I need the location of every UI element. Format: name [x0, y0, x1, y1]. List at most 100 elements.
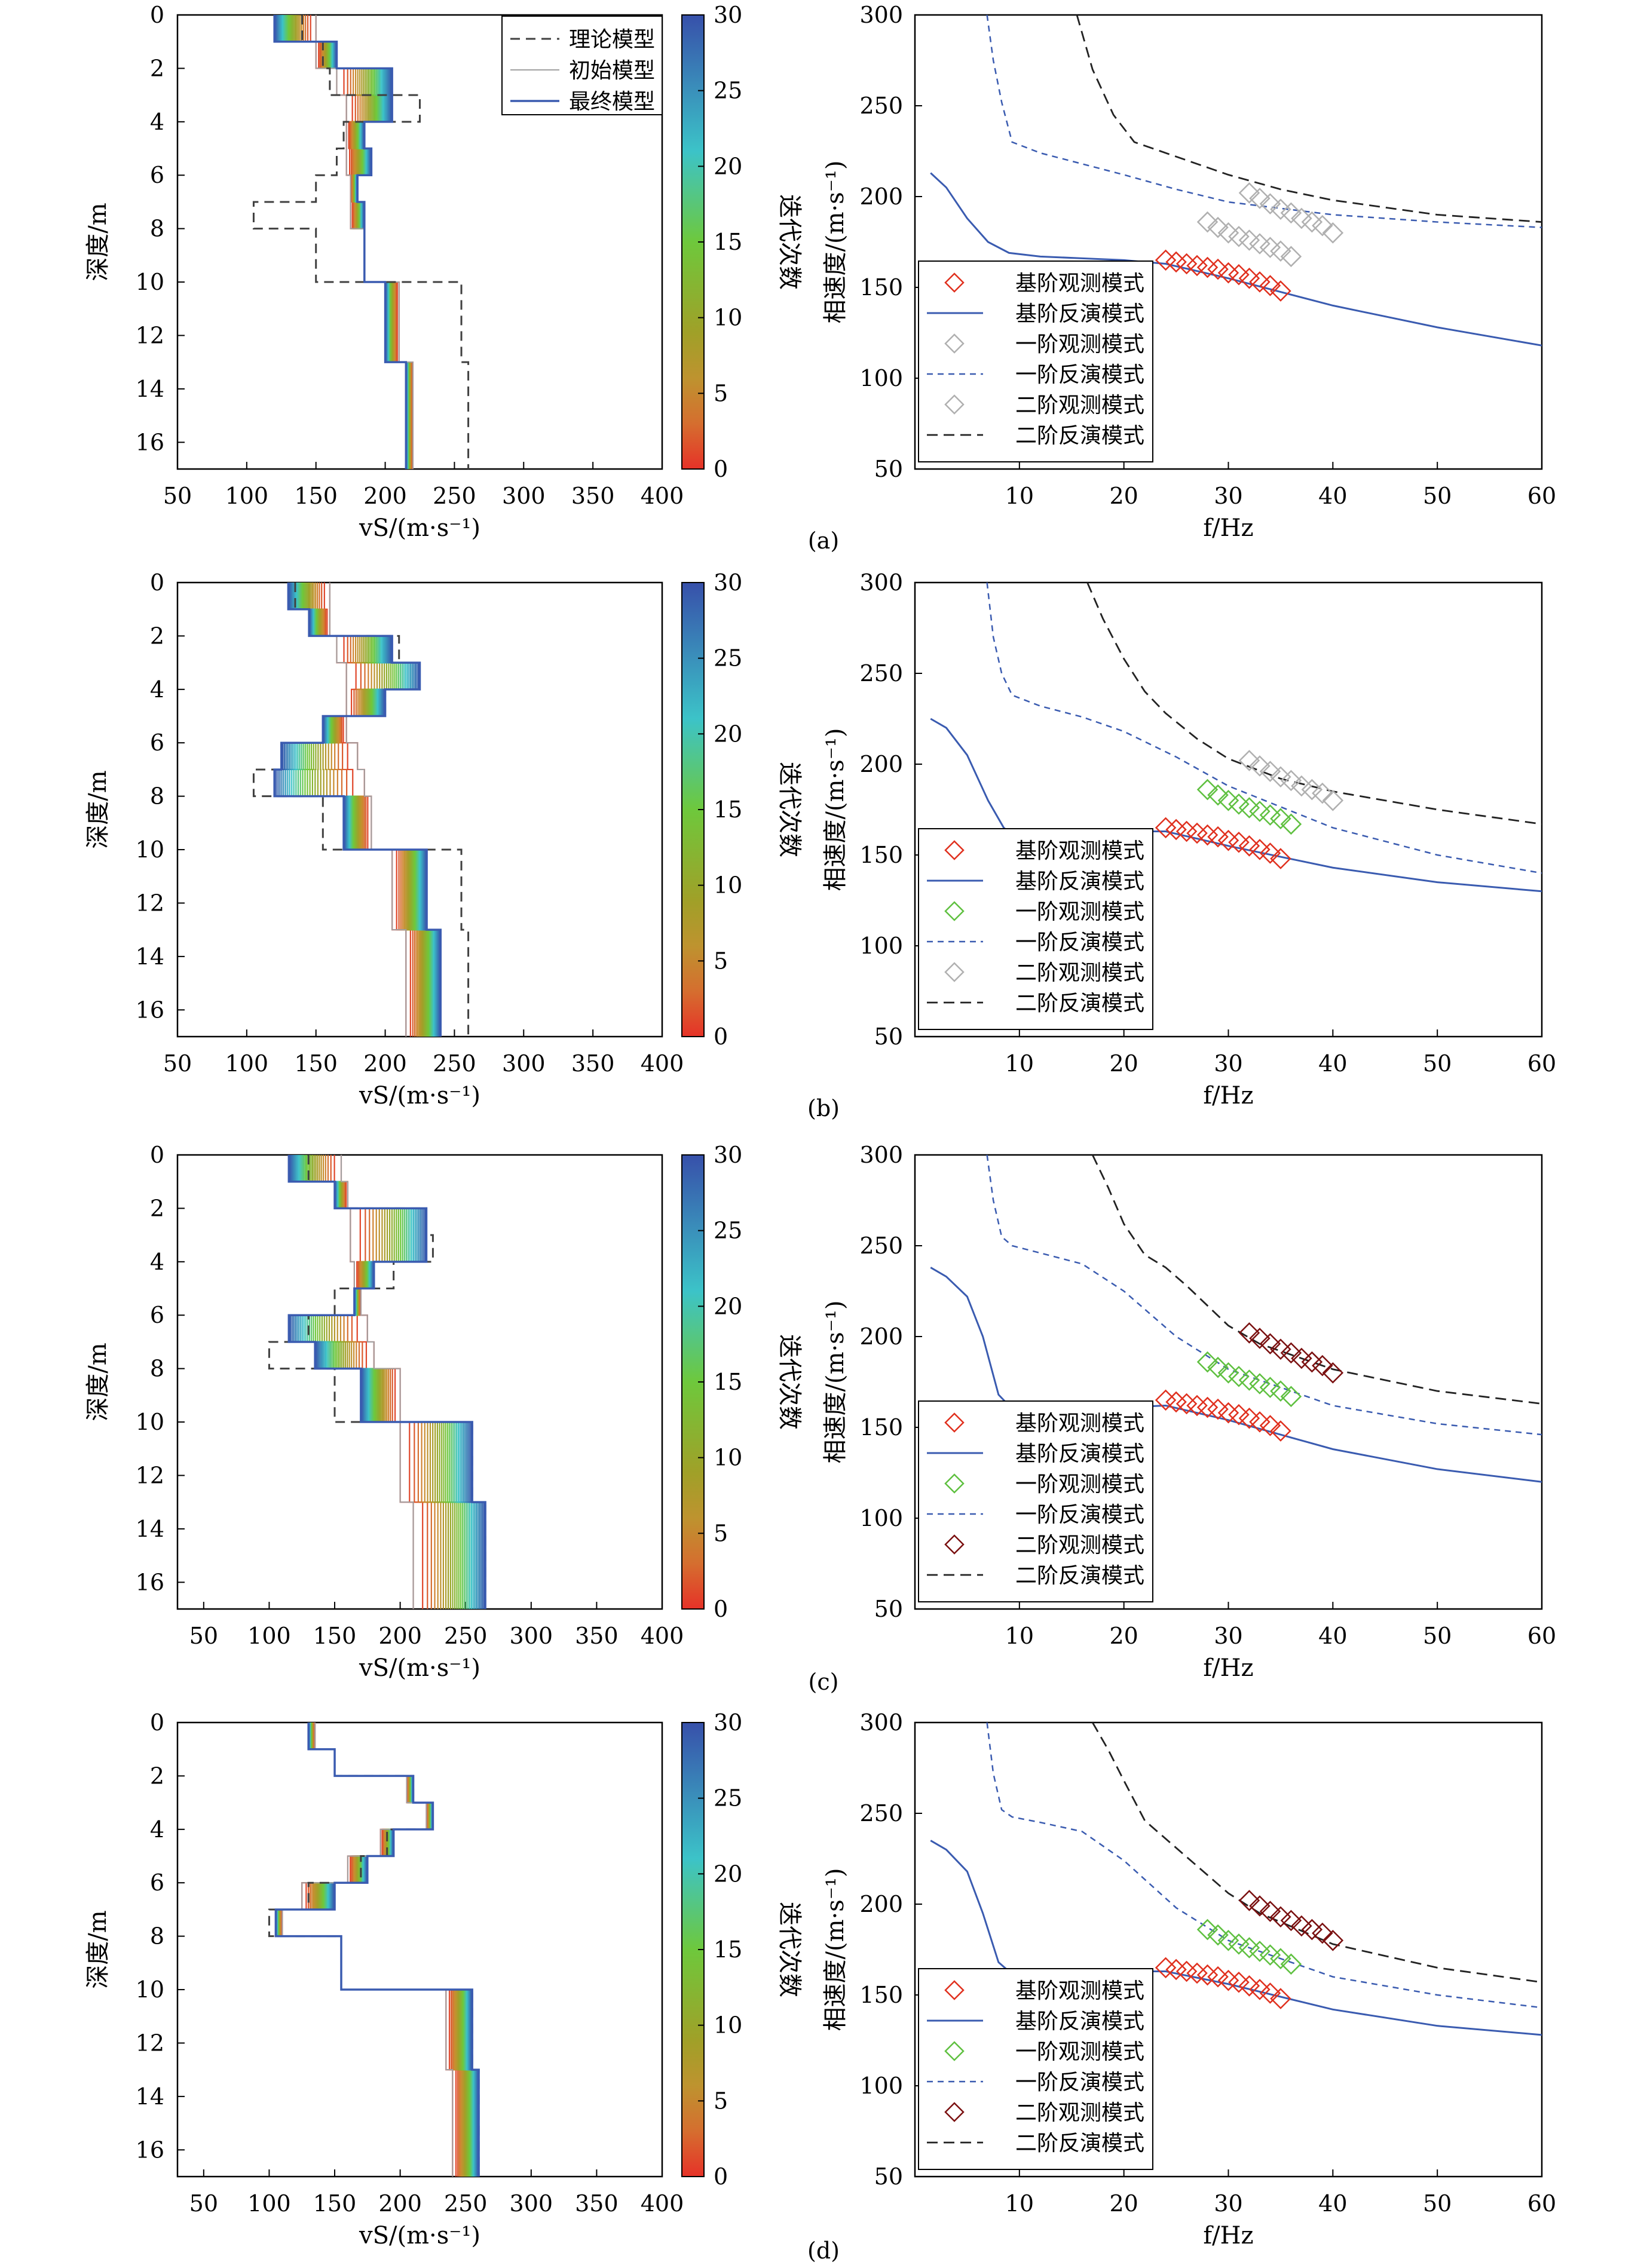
observed-point [1280, 202, 1302, 224]
observed-point [1228, 831, 1250, 853]
y-tick-label: 10 [136, 269, 164, 295]
legend-box [918, 1400, 1153, 1602]
observed-point [1249, 801, 1271, 822]
x-tick-label: 40 [1318, 1050, 1347, 1077]
y-tick-label: 250 [859, 1233, 903, 1259]
y-tick-label: 14 [136, 943, 164, 970]
x-tick-label: 60 [1527, 1623, 1556, 1649]
x-axis-label: vS/(m·s⁻¹) [359, 1654, 480, 1682]
y-tick-label: 150 [859, 1414, 903, 1441]
y-tick-label: 2 [150, 623, 164, 649]
y-tick-label: 14 [136, 1516, 164, 1542]
x-tick-label: 200 [378, 1623, 422, 1649]
initial-model-line [315, 15, 414, 469]
x-axis-label: f/Hz [1203, 2222, 1253, 2249]
colorbar-tick-label: 20 [714, 153, 742, 179]
observed-point [1259, 275, 1281, 296]
legend-label: 最终模型 [569, 90, 655, 114]
plot-frame [176, 1721, 663, 2178]
observed-point [1291, 1347, 1312, 1369]
observed-point [1259, 1415, 1281, 1436]
observed-point [1280, 770, 1302, 792]
observed-point [1270, 1906, 1291, 1928]
x-tick-label: 50 [1423, 483, 1452, 509]
legend-label: 一阶观测模式 [1015, 900, 1144, 924]
iteration-model-line [280, 1723, 460, 2177]
y-tick-label: 4 [150, 1249, 164, 1275]
y-tick-label: 16 [136, 997, 164, 1023]
x-axis-label: f/Hz [1203, 514, 1253, 542]
x-tick-label: 30 [1214, 1623, 1242, 1649]
observed-point [1228, 1366, 1250, 1387]
panel-label: (b) [807, 1095, 840, 1121]
x-tick-label: 50 [189, 1623, 218, 1649]
x-tick-label: 300 [510, 1623, 553, 1649]
observed-point [1217, 1930, 1239, 1951]
colorbar-tick-label: 15 [714, 1369, 742, 1395]
observed-point [1280, 1386, 1302, 1408]
iteration-model-line [278, 1723, 464, 2177]
iteration-model-line [278, 1723, 466, 2177]
observed-point [1259, 842, 1281, 864]
true-model-line [252, 15, 470, 469]
x-tick-label: 40 [1318, 483, 1347, 509]
x-tick-label: 100 [247, 2190, 291, 2217]
legend-swatch [944, 1980, 965, 2000]
legend-swatch [944, 1534, 965, 1555]
iteration-model-line [275, 1723, 479, 2177]
y-tick-label: 300 [859, 569, 903, 596]
legend-label: 二阶观测模式 [1015, 2101, 1144, 2125]
final-model-line [274, 1723, 480, 2177]
legend-label: 二阶反演模式 [1015, 424, 1144, 448]
legend-swatch [944, 901, 965, 921]
x-tick-label: 40 [1318, 1623, 1347, 1649]
y-tick-label: 200 [859, 1891, 903, 1917]
observed-point [1196, 779, 1219, 801]
y-tick-label: 4 [150, 676, 164, 703]
observed-point [1207, 258, 1229, 280]
inverted-mode-line [1091, 1155, 1542, 1405]
legend-label: 二阶观测模式 [1015, 961, 1144, 985]
colorbar-tick-label: 30 [714, 569, 742, 596]
y-tick-label: 16 [136, 2137, 164, 2163]
iteration-model-line [277, 15, 408, 469]
colorbar-tick-label: 5 [714, 1520, 728, 1546]
observed-point [1291, 775, 1312, 797]
y-tick-label: 6 [150, 1869, 164, 1896]
observed-point [1207, 1924, 1229, 1946]
y-tick-label: 6 [150, 162, 164, 188]
y-tick-label: 0 [150, 2, 164, 28]
x-tick-label: 250 [444, 1623, 488, 1649]
y-tick-label: 8 [150, 216, 164, 242]
observed-point [1238, 797, 1260, 819]
colorbar-tick-label: 5 [714, 2088, 728, 2114]
legend-label: 基阶反演模式 [1015, 302, 1144, 326]
observed-point [1259, 1982, 1281, 2004]
x-tick-label: 400 [641, 1050, 684, 1077]
observed-point [1249, 188, 1271, 209]
iteration-model-line [279, 1723, 464, 2177]
final-model-line [273, 15, 408, 469]
final-model-line [287, 1155, 486, 1609]
legend-label: 基阶观测模式 [1015, 1979, 1144, 2003]
y-axis-label: 相速度/(m·s⁻¹) [822, 160, 849, 323]
observed-point [1301, 1351, 1323, 1373]
y-tick-label: 10 [136, 836, 164, 863]
observed-point [1196, 211, 1219, 233]
observed-point [1249, 233, 1271, 255]
y-axis-label: 相速度/(m·s⁻¹) [822, 1300, 849, 1463]
observed-point [1259, 237, 1281, 258]
observed-point [1270, 1380, 1291, 1402]
iteration-model-line [275, 1723, 476, 2177]
y-tick-label: 8 [150, 1356, 164, 1382]
y-axis-label: 相速度/(m·s⁻¹) [822, 1868, 849, 2031]
legend-label: 基阶观测模式 [1015, 1411, 1144, 1436]
dispersion-panel: 10 20 30 40 50 60 50 100 150 200 250 300 f/Hz 相速度/(m·… [822, 1142, 1556, 1682]
dispersion-panel: 10 20 30 40 50 60 50 100 150 200 250 300 f/Hz 相速度/(m·… [822, 569, 1556, 1110]
observed-point [1238, 1975, 1260, 1997]
x-tick-label: 250 [433, 483, 476, 509]
observed-point [1291, 1915, 1312, 1937]
plot-frame [176, 14, 663, 470]
observed-point [1238, 1937, 1260, 1959]
legend-swatch [944, 1412, 965, 1433]
